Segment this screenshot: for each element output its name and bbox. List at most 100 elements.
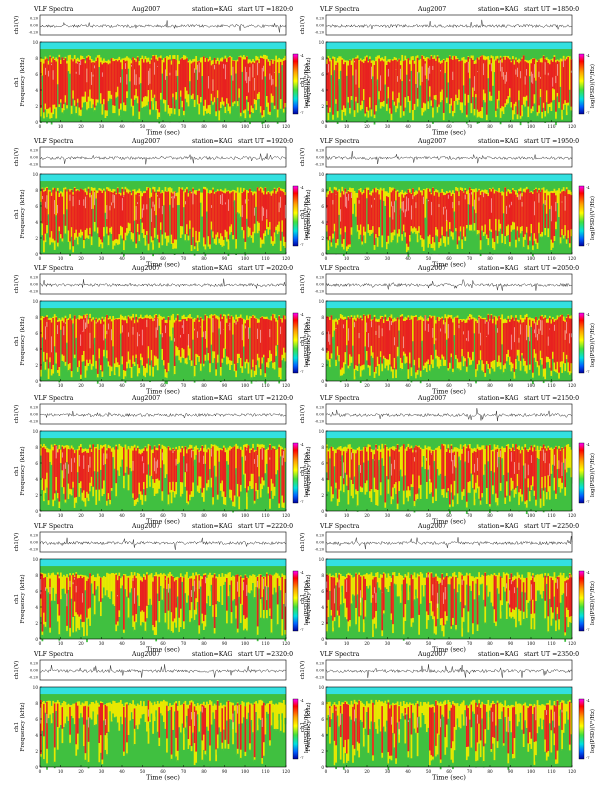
psd-green (453, 211, 456, 218)
psd-green (565, 472, 568, 479)
psd-red (87, 56, 90, 97)
psd-red (547, 62, 550, 104)
waveform-axis-label: ch1(V) (13, 16, 20, 35)
x-tick-label: 0 (325, 641, 328, 646)
psd-yellow (182, 191, 185, 208)
psd-speck (223, 63, 225, 69)
psd-speck (63, 326, 65, 336)
psd-yellow (465, 572, 468, 585)
psd-yellow (178, 445, 181, 463)
psd-yellow (143, 701, 145, 714)
colorbar-tick-label: -4 (586, 313, 590, 317)
psd-yellow (150, 702, 153, 716)
psd-green (433, 461, 436, 468)
psd-yellow (401, 445, 404, 478)
psd-red (222, 447, 225, 492)
psd-yellow (567, 444, 570, 470)
psd-red (55, 317, 58, 353)
psd-speck (326, 208, 328, 224)
x-tick-label: 90 (508, 256, 514, 261)
psd-green (470, 230, 473, 237)
psd-red (330, 577, 333, 610)
psd-green (167, 629, 170, 636)
colorbar-tick-label: -4 (300, 54, 304, 58)
psd-red (132, 57, 134, 106)
psd-yellow (267, 703, 270, 716)
y-tick-label: 2 (321, 236, 324, 241)
psd-yellow (127, 57, 130, 69)
psd-red (499, 448, 502, 483)
psd-red (570, 59, 573, 107)
psd-red (567, 579, 570, 610)
psd-green (365, 586, 368, 593)
psd-green (524, 239, 527, 247)
psd-speck (412, 195, 414, 200)
psd-red (259, 188, 262, 238)
psd-speck (232, 66, 234, 81)
psd-red (349, 191, 351, 245)
psd-red (430, 56, 433, 101)
psd-green (209, 760, 211, 768)
psd-yellow (116, 449, 119, 471)
psd-green (488, 373, 491, 381)
psd-yellow (206, 577, 208, 605)
psd-yellow (150, 449, 153, 478)
x-tick-label: 110 (548, 256, 556, 261)
panel-start-ut: start UT =2150:0 (524, 395, 579, 402)
psd-green (273, 109, 276, 116)
waveform-axis-label: ch1(V) (13, 148, 20, 167)
psd-speck (246, 584, 248, 596)
psd-speck (174, 338, 175, 342)
psd-red (327, 575, 330, 600)
psd-green (199, 586, 202, 593)
psd-red (522, 582, 525, 612)
x-tick-label: 0 (39, 383, 42, 388)
psd-yellow (176, 55, 179, 78)
psd-yellow (230, 57, 233, 76)
psd-red (109, 448, 111, 500)
psd-red (445, 193, 448, 221)
psd-yellow (119, 314, 122, 336)
psd-speck (426, 457, 428, 461)
psd-yellow (130, 445, 133, 472)
psd-green (456, 504, 459, 511)
psd-red (204, 574, 207, 615)
psd-red (559, 450, 562, 479)
psd-green (232, 106, 234, 113)
psd-yellow (136, 703, 139, 730)
psd-red (536, 192, 539, 243)
psd-speck (397, 76, 398, 82)
psd-green (258, 588, 261, 595)
psd-yellow (365, 187, 368, 199)
psd-red (455, 59, 457, 95)
psd-red (213, 193, 216, 239)
x-tick-label: 30 (385, 641, 391, 646)
psd-red (429, 191, 431, 235)
psd-yellow (438, 577, 440, 584)
x-tick-label: 40 (405, 513, 411, 518)
psd-red (146, 318, 148, 364)
psd-red (164, 191, 167, 233)
psd-green (69, 494, 71, 501)
psd-yellow (496, 575, 499, 590)
psd-green (252, 583, 254, 590)
panel-station: station=KAG (192, 265, 233, 272)
psd-green (236, 212, 239, 219)
psd-red (532, 193, 534, 246)
psd-speck (484, 320, 486, 324)
psd-red (41, 188, 44, 224)
psd-yellow (81, 702, 84, 719)
waveform-axis-label: ch1(V) (299, 275, 306, 294)
psd-red (90, 321, 93, 364)
psd-red (215, 578, 218, 605)
psd-green (350, 362, 353, 370)
psd-red (548, 64, 551, 104)
waveform-tick-label: 0.20 (30, 17, 39, 21)
psd-speck (510, 334, 512, 350)
x-tick-label: 80 (487, 124, 493, 129)
psd-red (409, 448, 411, 491)
psd-yellow (282, 575, 285, 605)
psd-speck (141, 329, 143, 346)
psd-yellow (52, 572, 55, 588)
psd-green (367, 232, 370, 240)
